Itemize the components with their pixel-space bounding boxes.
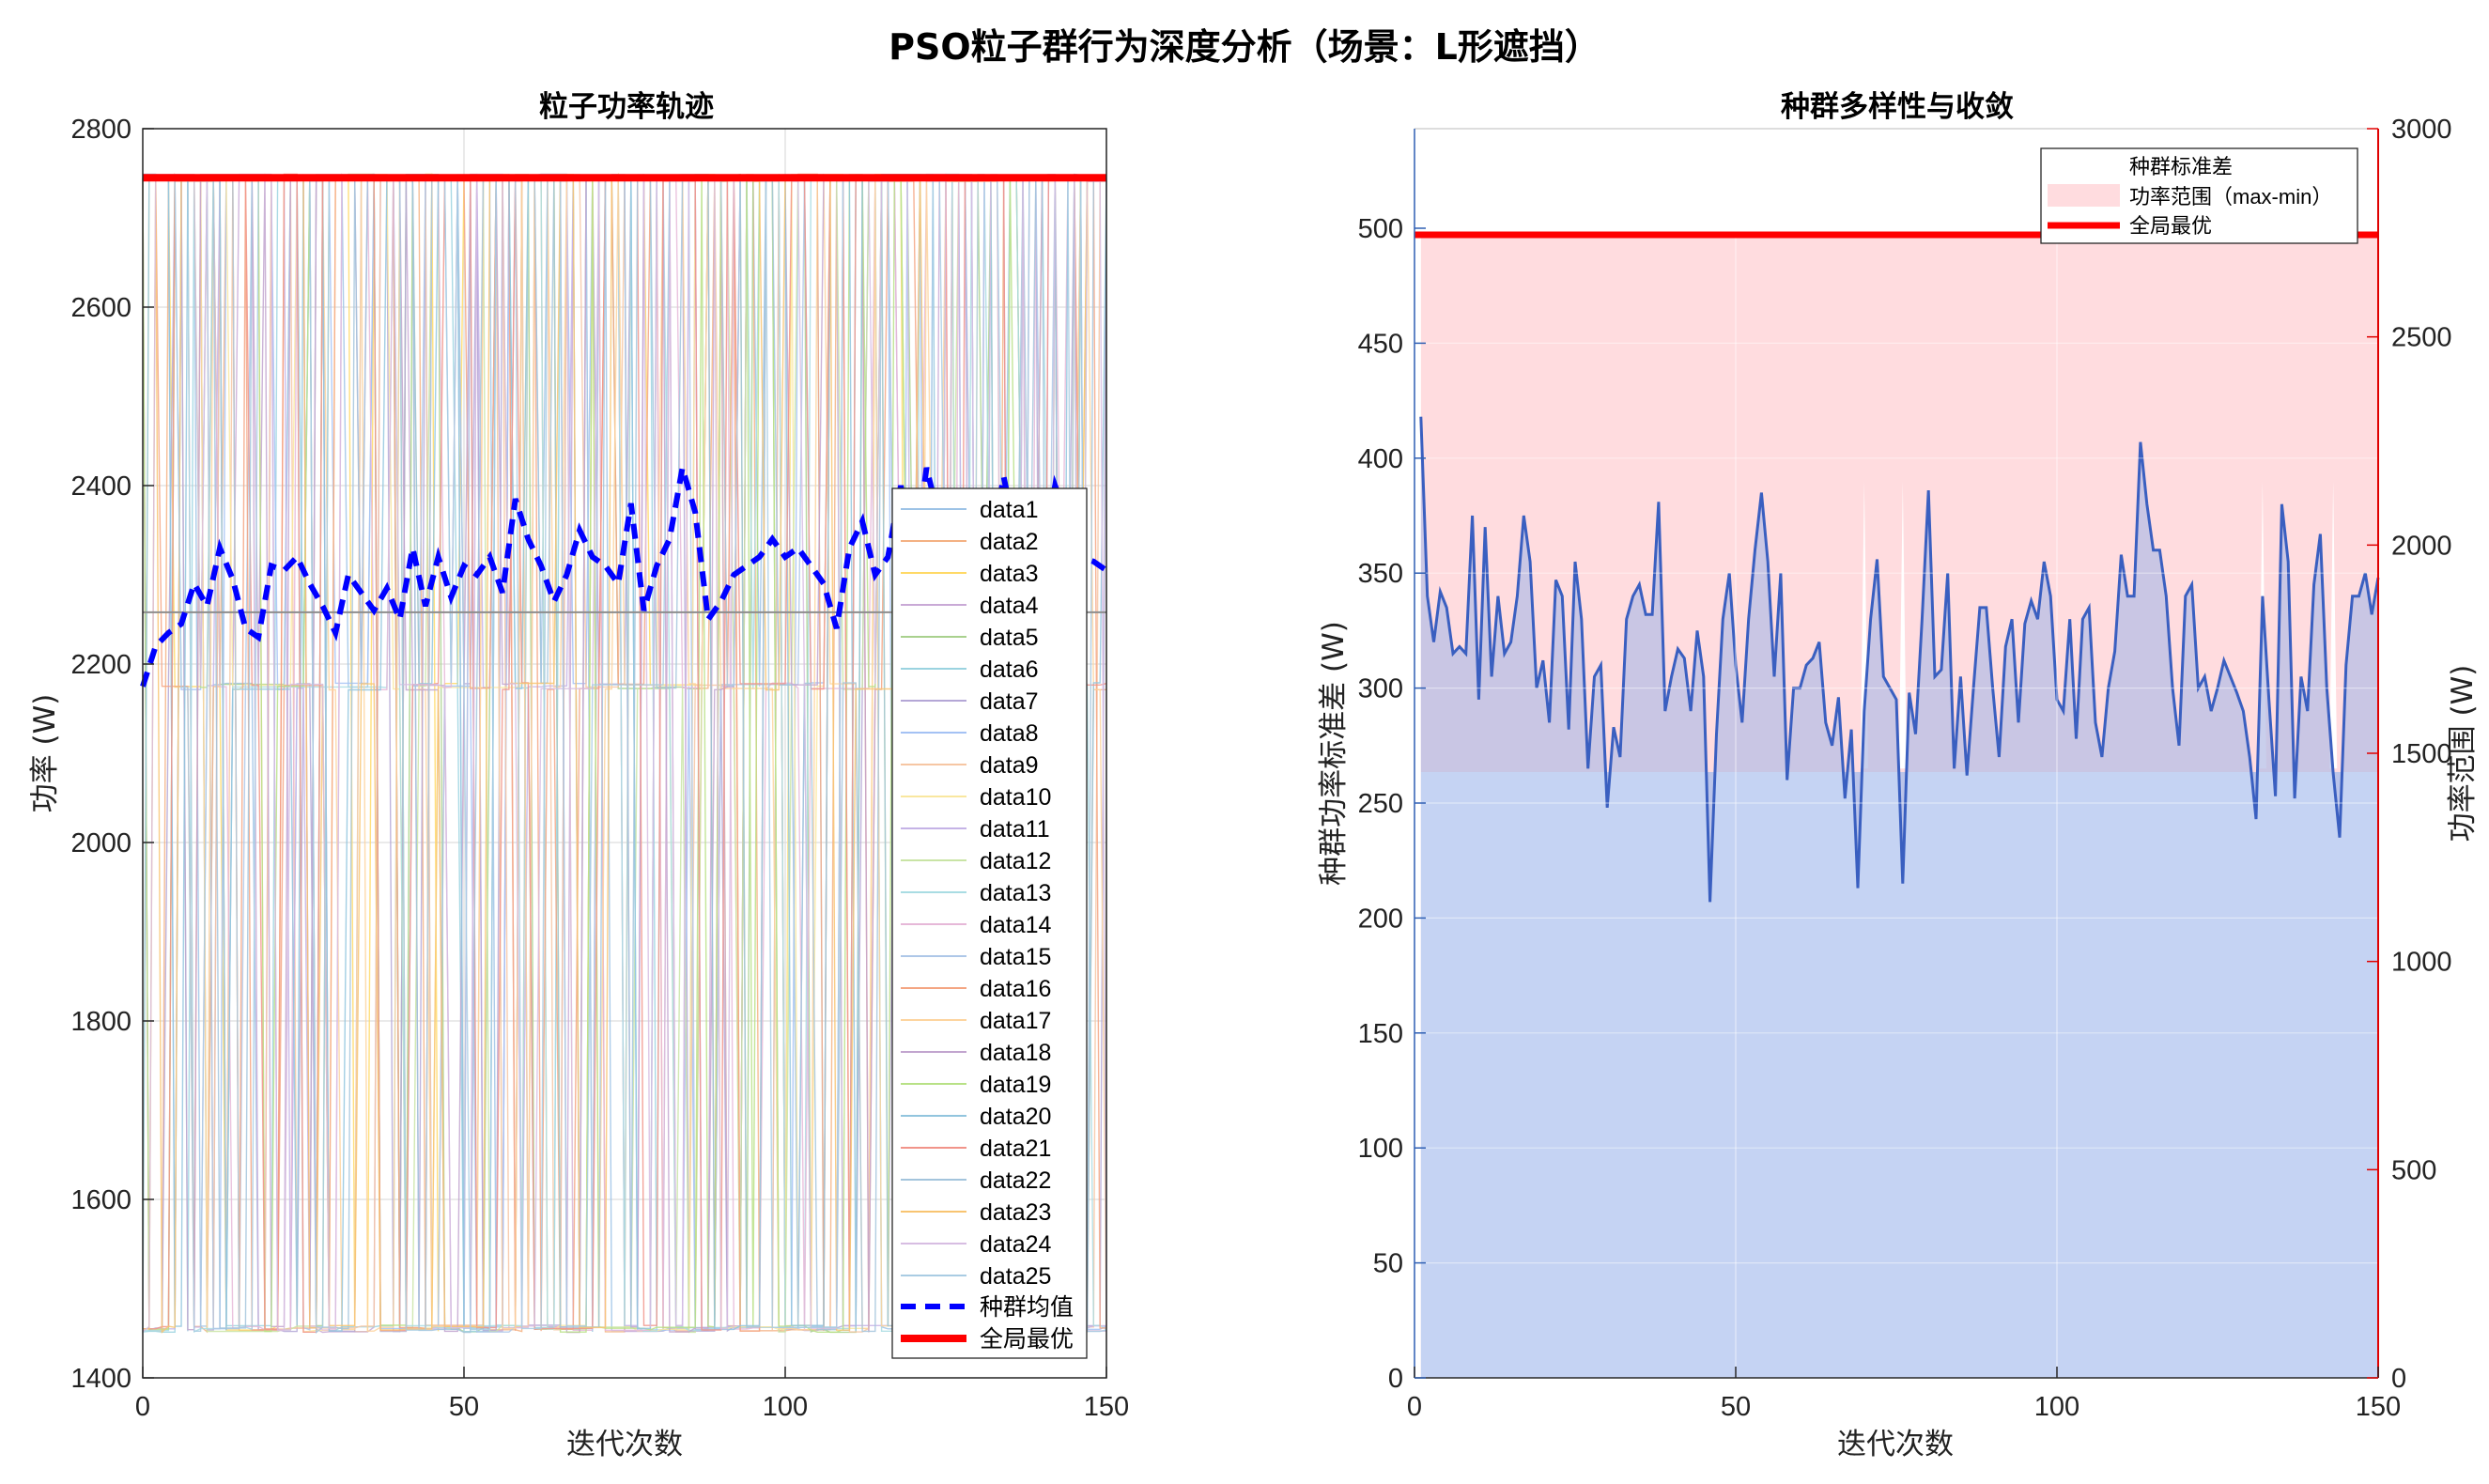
left-x-axis-label: 迭代次数: [566, 1428, 683, 1461]
legend-label-data15: data15: [980, 944, 1051, 970]
legend-label-data7: data7: [980, 688, 1039, 715]
right-left-y-tick-label: 450: [1358, 329, 1403, 359]
right-left-y-tick-label: 100: [1358, 1134, 1403, 1164]
legend-label-data3: data3: [980, 561, 1039, 587]
legend-label-data16: data16: [980, 976, 1051, 1002]
std-line: [1419, 416, 2380, 903]
right-right-y-tick-label: 1500: [2391, 739, 2452, 769]
legend-label-data10: data10: [980, 784, 1051, 811]
left-y-axis-label: 功率 (W): [28, 694, 62, 813]
range-spike: [1898, 481, 1907, 769]
legend-label-data1: data1: [980, 497, 1039, 523]
legend-label-data17: data17: [980, 1008, 1051, 1034]
legend-label-data21: data21: [980, 1136, 1051, 1162]
right-left-y-tick-label: 200: [1358, 904, 1403, 934]
particle-power-chart: 粒子功率轨迹 0 50 100 150 1400 1600 1800 2000 2200 2400…: [28, 90, 1129, 1461]
left-y-tick-label: 2200: [70, 650, 131, 680]
left-y-tick-label: 1600: [70, 1185, 131, 1215]
right-right-y-tick-label: 0: [2391, 1364, 2406, 1394]
right-left-y-tick-label: 400: [1358, 444, 1403, 474]
right-left-y-tick-label: 300: [1358, 674, 1403, 704]
legend-label-data19: data19: [980, 1072, 1051, 1098]
right-x-tick-label: 150: [2356, 1392, 2401, 1422]
range-spike: [2329, 481, 2338, 769]
right-right-y-tick-label: 1000: [2391, 948, 2452, 978]
legend-best-label: 全局最优: [980, 1326, 1074, 1353]
legend-label-data23: data23: [980, 1199, 1051, 1226]
legend-label-data18: data18: [980, 1040, 1051, 1066]
right-x-axis-label: 迭代次数: [1837, 1428, 1954, 1461]
right-left-y-tick-label: 50: [1373, 1249, 1403, 1279]
right-x-tick-label: 0: [1407, 1392, 1422, 1422]
right-legend: 种群标准差 功率范围（max-min） 全局最优: [2040, 147, 2358, 244]
right-left-y-axis-label: 种群功率标准差 (W): [1317, 621, 1351, 886]
left-y-tick-label: 1400: [70, 1364, 131, 1394]
right-right-y-axis-label: 功率范围 (W): [2446, 665, 2480, 842]
legend-label-data11: data11: [980, 816, 1050, 842]
legend-label-data6: data6: [980, 657, 1039, 683]
right-x-tick-label: 100: [2034, 1392, 2079, 1422]
legend-label-data25: data25: [980, 1263, 1051, 1290]
right-right-y-tick-label: 2500: [2391, 323, 2452, 353]
legend-range-label: 功率范围（max-min）: [2129, 185, 2332, 209]
right-left-y-tick-label: 350: [1358, 559, 1403, 589]
legend-std-label: 种群标准差: [2129, 155, 2233, 178]
legend-label-data24: data24: [980, 1231, 1052, 1258]
legend-label-data8: data8: [980, 720, 1039, 747]
right-right-y-tick-label: 3000: [2391, 115, 2452, 145]
left-y-tick-label: 2600: [70, 293, 131, 323]
left-x-tick-label: 0: [135, 1392, 150, 1422]
legend-right-best-label: 全局最优: [2129, 214, 2212, 238]
legend-label-data12: data12: [980, 848, 1051, 874]
left-plot-frame: [142, 128, 1107, 1379]
right-chart-title: 种群多样性与收敛: [1781, 90, 2014, 124]
right-right-y-tick-label: 2000: [2391, 531, 2452, 561]
right-axis-ticks: 0 50 100 1500501001502002503003504004505000…: [1358, 115, 2452, 1422]
left-x-tick-label: 50: [449, 1392, 479, 1422]
left-y-tick-label: 2800: [70, 115, 131, 145]
left-x-tick-label: 150: [1084, 1392, 1129, 1422]
right-left-y-tick-label: 0: [1388, 1364, 1403, 1394]
population-std-area: [1419, 416, 2380, 1378]
left-y-tick-label: 2000: [70, 828, 131, 858]
left-x-tick-label: 100: [763, 1392, 808, 1422]
legend-label-data20: data20: [980, 1104, 1051, 1130]
right-right-y-tick-label: 500: [2391, 1155, 2436, 1185]
legend-label-data2: data2: [980, 529, 1039, 555]
legend-label-data5: data5: [980, 625, 1039, 651]
diversity-convergence-chart: 种群多样性与收敛 0 50 100 1500501001502002503003504…: [1317, 90, 2480, 1461]
legend-label-data13: data13: [980, 880, 1051, 906]
legend-label-data22: data22: [980, 1167, 1051, 1194]
left-legend: data1 data2 data3 data4 data5 data6 data7 data8…: [891, 487, 1088, 1359]
right-left-y-tick-label: 250: [1358, 789, 1403, 819]
left-chart-title: 粒子功率轨迹: [539, 90, 714, 124]
std-area-fill: [1420, 416, 2378, 903]
left-axis-ticks: 0 50 100 150 1400 1600 1800 2000 2200 2400 2600 280…: [70, 115, 1129, 1422]
left-y-tick-label: 1800: [70, 1007, 131, 1037]
legend-label-data4: data4: [980, 593, 1039, 619]
figure-title: PSO粒子群行为深度分析（场景：L形遮挡）: [889, 26, 1600, 68]
right-left-y-tick-label: 500: [1358, 214, 1403, 244]
left-y-tick-label: 2400: [70, 471, 131, 502]
legend-range-swatch: [2048, 184, 2120, 207]
std-baseline-fill: [1420, 771, 2378, 1378]
legend-std-swatch: [2048, 156, 2120, 175]
legend-label-data14: data14: [980, 912, 1052, 938]
legend-mean-label: 种群均值: [980, 1294, 1074, 1321]
legend-label-data9: data9: [980, 752, 1039, 779]
right-x-tick-label: 50: [1721, 1392, 1751, 1422]
right-left-y-tick-label: 150: [1358, 1019, 1403, 1049]
